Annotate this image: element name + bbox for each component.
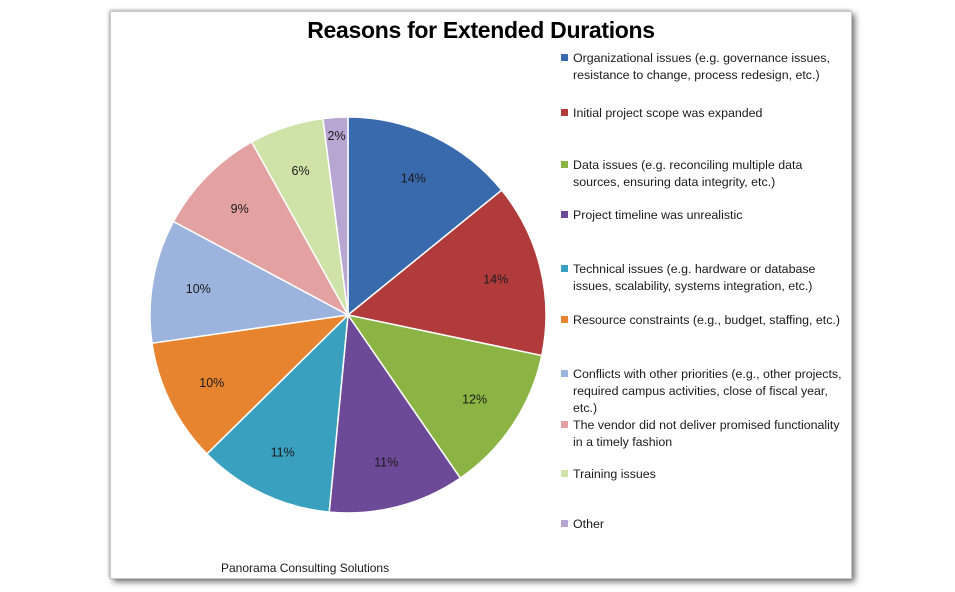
pie-slice-4: [328, 312, 462, 514]
slice-label-5: 11%: [271, 446, 295, 460]
legend-label-7: Conflicts with other priorities (e.g., o…: [573, 367, 842, 415]
slice-label-7: 10%: [186, 282, 211, 296]
pie-slice-6: [151, 313, 351, 455]
pie-slice-10: [322, 116, 349, 316]
legend-swatch-4: [561, 211, 568, 218]
slice-label-6: 10%: [199, 376, 224, 390]
slice-label-2: 14%: [483, 273, 508, 287]
legend-label-10: Other: [573, 517, 604, 531]
legend-label-6: Resource constraints (e.g., budget, staf…: [573, 313, 840, 327]
legend-swatch-2: [561, 109, 568, 116]
legend-label-3: Data issues (e.g. reconciling multiple d…: [573, 158, 803, 189]
slice-label-9: 6%: [292, 164, 310, 178]
legend-label-5: Technical issues (e.g. hardware or datab…: [573, 262, 816, 293]
legend-label-8: The vendor did not deliver promised func…: [573, 418, 840, 449]
slice-label-10: 2%: [328, 129, 346, 143]
legend-swatch-7: [561, 370, 568, 377]
legend-label-4: Project timeline was unrealistic: [573, 208, 743, 222]
pie-slice-2: [346, 189, 547, 357]
legend-swatch-3: [561, 161, 568, 168]
legend-swatch-9: [561, 470, 568, 477]
pie-chart: 14% 14% 12% 11% 11% 10% 10% 9% 6% 2%: [149, 116, 547, 514]
legend-label-2: Initial project scope was expanded: [573, 106, 763, 120]
legend-swatch-8: [561, 421, 568, 428]
legend-swatch-1: [561, 54, 568, 61]
legend-label-1: Organizational issues (e.g. governance i…: [573, 51, 830, 82]
pie-slice-1: [347, 116, 503, 317]
pie-slice-5: [205, 313, 349, 513]
slice-label-4: 11%: [374, 456, 398, 470]
chart-title: Reasons for Extended Durations: [307, 17, 655, 43]
legend-swatch-5: [561, 265, 568, 272]
slice-label-8: 9%: [231, 202, 249, 216]
legend-label-9: Training issues: [573, 467, 656, 481]
pie-slice-7: [149, 220, 351, 345]
pie-slice-3: [346, 313, 543, 480]
chart-frame: Reasons for Extended Durations 14% 14% 12%…: [110, 11, 852, 579]
slice-label-1: 14%: [401, 171, 426, 185]
slice-label-3: 12%: [462, 393, 487, 407]
pie-slice-8: [172, 140, 350, 317]
legend-swatch-6: [561, 316, 568, 323]
chart-source: Panorama Consulting Solutions: [221, 561, 390, 575]
legend-swatch-10: [561, 520, 568, 527]
